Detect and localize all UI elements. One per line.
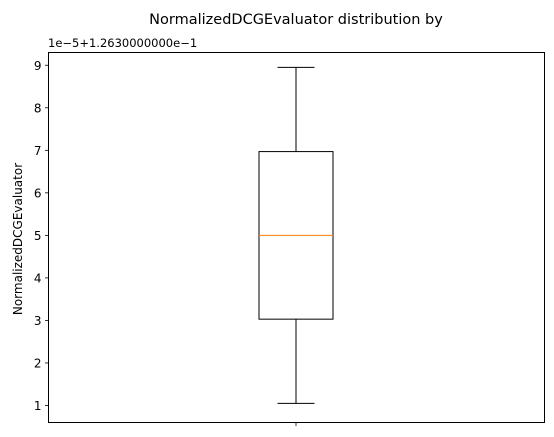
y-tick-label: 4 [34, 271, 42, 285]
boxplot [258, 66, 334, 404]
y-tick-label: 6 [34, 186, 42, 200]
y-tick-label: 1 [34, 399, 42, 413]
chart-title: NormalizedDCGEvaluator distribution by [149, 12, 443, 28]
y-tick-label: 8 [34, 101, 42, 115]
y-tick-label: 2 [34, 356, 42, 370]
y-tick-label: 9 [34, 59, 42, 73]
axis-offset-label: 1e−5+1.2630000000e−1 [48, 36, 197, 50]
y-axis-label: NormalizedDCGEvaluator [11, 163, 25, 315]
plot-frame [48, 52, 545, 423]
y-axis-ticks: 1 2 3 4 5 6 7 8 9 [34, 59, 49, 413]
y-tick-label: 5 [34, 229, 42, 243]
y-tick-label: 7 [34, 144, 42, 158]
y-tick-label: 3 [34, 314, 42, 328]
